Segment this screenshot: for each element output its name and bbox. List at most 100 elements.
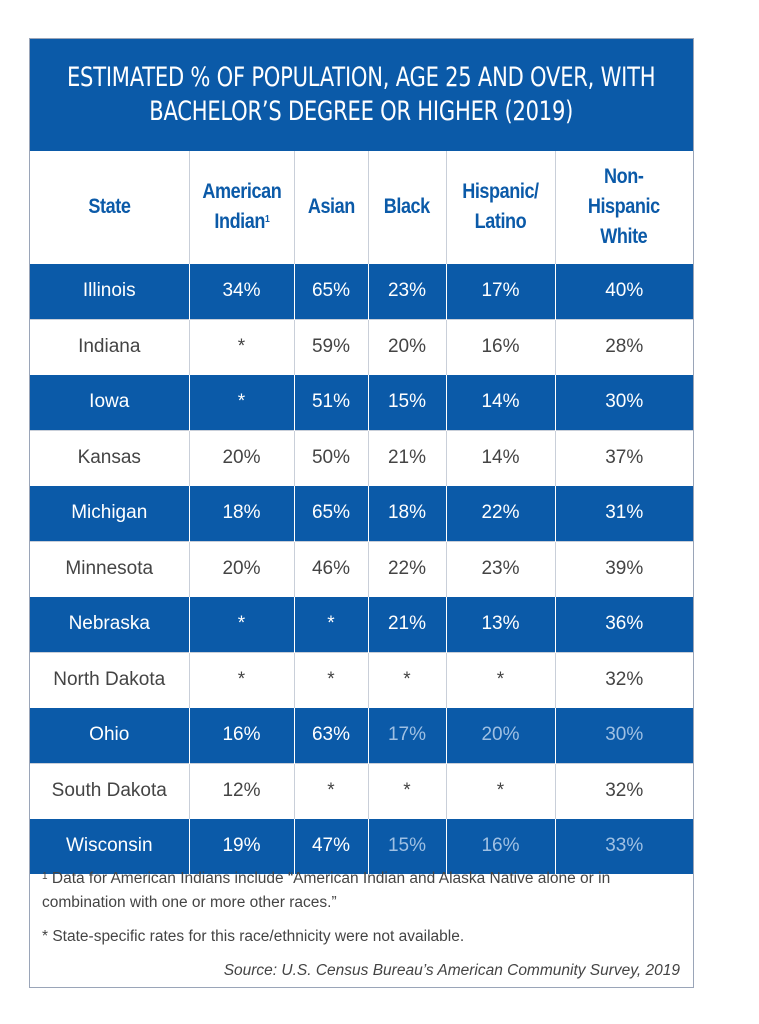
- value-cell: 32%: [554, 762, 693, 819]
- value-cell: 63%: [293, 707, 368, 763]
- state-name-cell: Illinois: [30, 263, 189, 319]
- column-header-label: Non- Hispanic White: [588, 162, 660, 252]
- table-row: Nebraska * * 21% 13% 36%: [30, 596, 693, 652]
- value-cell: 50%: [293, 429, 368, 486]
- table-row: Ohio 16% 63% 17% 20% 30%: [30, 707, 693, 763]
- value-cell: 13%: [445, 596, 555, 652]
- value-cell: 20%: [367, 318, 446, 375]
- table-row: Wisconsin 19% 47% 15% 16% 33%: [30, 818, 693, 874]
- value-cell: 14%: [445, 374, 555, 430]
- table-title: ESTIMATED % OF POPULATION, AGE 25 AND OV…: [67, 61, 656, 129]
- value-cell: *: [188, 318, 294, 375]
- state-name-cell: Ohio: [30, 707, 189, 763]
- state-name-cell: Indiana: [30, 318, 189, 375]
- value-cell: 16%: [445, 318, 555, 375]
- value-cell: 65%: [293, 263, 368, 319]
- table-row: Indiana * 59% 20% 16% 28%: [30, 318, 693, 375]
- table-row: South Dakota 12% * * * 32%: [30, 762, 693, 819]
- column-header-line: Non-: [604, 165, 645, 188]
- value-cell: 21%: [367, 429, 446, 486]
- state-name-cell: North Dakota: [30, 651, 189, 708]
- state-name-cell: Kansas: [30, 429, 189, 486]
- value-cell: 17%: [445, 263, 555, 319]
- value-cell: 32%: [554, 651, 693, 708]
- value-cell: 16%: [445, 818, 555, 874]
- value-cell: 47%: [293, 818, 368, 874]
- value-cell: 34%: [188, 263, 294, 319]
- column-header-3: Black: [367, 151, 446, 264]
- value-cell: *: [367, 651, 446, 708]
- state-name-cell: Minnesota: [30, 540, 189, 597]
- state-name-cell: South Dakota: [30, 762, 189, 819]
- footnote-1: 1 Data for American Indians include “Ame…: [42, 867, 682, 915]
- value-cell: 20%: [188, 540, 294, 597]
- column-header-line: White: [600, 225, 648, 248]
- value-cell: 23%: [367, 263, 446, 319]
- column-header-label: Black: [384, 192, 430, 222]
- value-cell: 37%: [554, 429, 693, 486]
- value-cell: *: [188, 374, 294, 430]
- column-header-line: Latino: [474, 210, 527, 233]
- title-line-1: ESTIMATED % OF POPULATION, AGE 25 AND OV…: [67, 62, 656, 93]
- column-header-line: Hispanic/: [462, 180, 539, 203]
- column-header-0: State: [30, 151, 189, 264]
- value-cell: 36%: [554, 596, 693, 652]
- table-row: North Dakota * * * * 32%: [30, 651, 693, 708]
- value-cell: 31%: [554, 485, 693, 541]
- footnote-2: * State-specific rates for this race/eth…: [42, 928, 465, 945]
- table-body: Illinois 34% 65% 23% 17% 40% Indiana * 59% 20% 16%…: [30, 263, 693, 874]
- value-cell: 18%: [367, 485, 446, 541]
- table-row: Kansas 20% 50% 21% 14% 37%: [30, 429, 693, 486]
- column-header-line: Indian: [214, 210, 265, 233]
- value-cell: 40%: [554, 263, 693, 319]
- value-cell: 22%: [445, 485, 555, 541]
- value-cell: *: [293, 651, 368, 708]
- value-cell: 17%: [367, 707, 446, 763]
- value-cell: 46%: [293, 540, 368, 597]
- column-header-label: State: [88, 192, 130, 222]
- table-row: Minnesota 20% 46% 22% 23% 39%: [30, 540, 693, 597]
- column-header-line: State: [88, 195, 131, 218]
- data-table: State American Indian1 Asian Black Hispanic/L…: [30, 151, 693, 874]
- value-cell: 30%: [554, 374, 693, 430]
- value-cell: 39%: [554, 540, 693, 597]
- value-cell: 30%: [554, 707, 693, 763]
- state-name-cell: Nebraska: [30, 596, 189, 652]
- title-line-2: BACHELOR’S DEGREE OR HIGHER (2019): [149, 96, 574, 127]
- column-header-1: American Indian1: [188, 151, 294, 264]
- source-note: Source: U.S. Census Bureau’s American Co…: [223, 962, 680, 979]
- state-name-cell: Michigan: [30, 485, 189, 541]
- value-cell: *: [293, 596, 368, 652]
- value-cell: 16%: [188, 707, 294, 763]
- column-header-line: Asian: [307, 195, 355, 218]
- column-header-label: Hispanic/Latino: [462, 177, 539, 237]
- value-cell: 15%: [367, 818, 446, 874]
- table-row: Illinois 34% 65% 23% 17% 40%: [30, 263, 693, 319]
- column-header-line: Black: [383, 195, 431, 218]
- column-header-label: Asian: [307, 192, 354, 222]
- value-cell: *: [188, 596, 294, 652]
- column-header-2: Asian: [293, 151, 368, 264]
- column-header-line: American: [202, 180, 281, 203]
- notes: 1 Data for American Indians include “Ame…: [42, 867, 682, 983]
- value-cell: 20%: [188, 429, 294, 486]
- value-cell: 23%: [445, 540, 555, 597]
- value-cell: 22%: [367, 540, 446, 597]
- footnote-1-text: Data for American Indians include “Ameri…: [42, 870, 611, 911]
- header-row: State American Indian1 Asian Black Hispanic/L…: [30, 151, 693, 264]
- value-cell: *: [367, 762, 446, 819]
- column-header-label: American Indian1: [202, 177, 281, 237]
- footnote-marker: 1: [42, 871, 48, 882]
- value-cell: 33%: [554, 818, 693, 874]
- table-row: Michigan 18% 65% 18% 22% 31%: [30, 485, 693, 541]
- value-cell: *: [445, 651, 555, 708]
- value-cell: 15%: [367, 374, 446, 430]
- value-cell: 59%: [293, 318, 368, 375]
- footnote-marker: 1: [264, 214, 270, 225]
- value-cell: 20%: [445, 707, 555, 763]
- value-cell: 21%: [367, 596, 446, 652]
- column-header-4: Hispanic/Latino: [445, 151, 555, 264]
- column-header-line: Hispanic: [588, 195, 661, 218]
- value-cell: 51%: [293, 374, 368, 430]
- value-cell: 65%: [293, 485, 368, 541]
